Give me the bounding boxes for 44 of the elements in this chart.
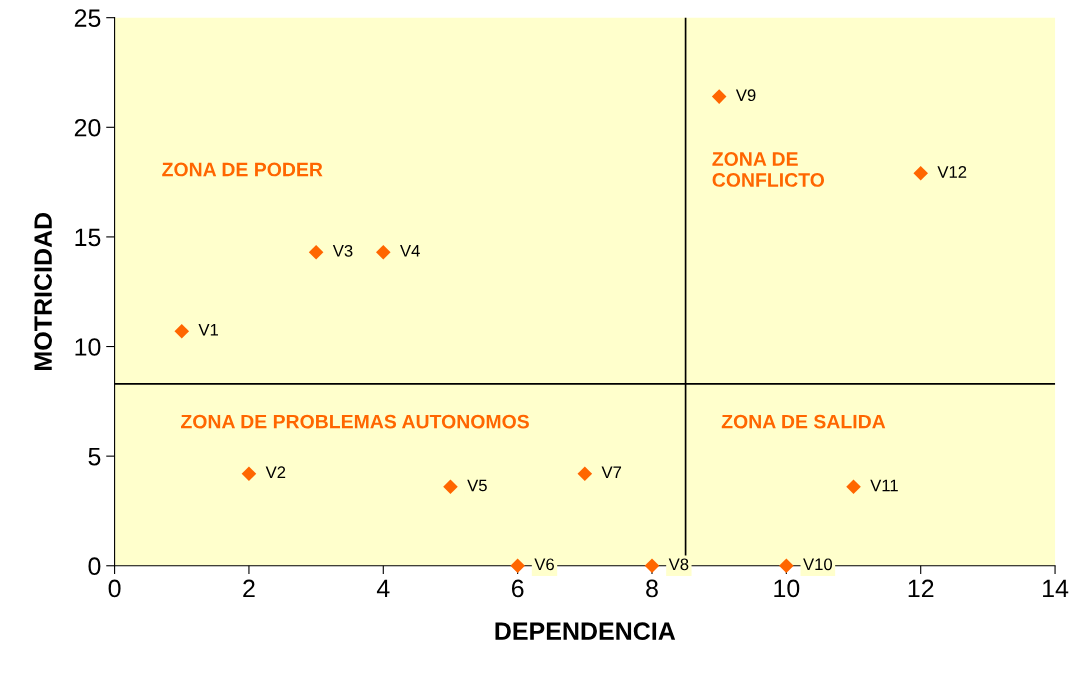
- series-label: V1: [198, 324, 218, 336]
- y-tick-label: 10: [75, 338, 101, 356]
- series-label: V7: [601, 466, 622, 478]
- point: [241, 466, 257, 481]
- point: [577, 466, 593, 481]
- x-tick-label: 10: [774, 579, 800, 598]
- x-tick-label: 6: [511, 579, 524, 598]
- y-tick-label: 20: [74, 118, 101, 137]
- point: [308, 244, 324, 260]
- y-tick-label: 25: [74, 9, 101, 27]
- point: [846, 479, 861, 495]
- series-label: V11: [870, 479, 898, 492]
- series-label: V5: [467, 479, 487, 492]
- point: [376, 244, 391, 260]
- y-tick-label: 0: [88, 557, 101, 576]
- x-tick-label: 8: [646, 579, 658, 598]
- series-label: V2: [265, 466, 286, 478]
- x-axis-title: DEPENDENCIA: [495, 622, 676, 641]
- x-tick-label: 12: [908, 579, 934, 598]
- series-label: V8: [668, 558, 689, 571]
- y-tick-label: 5: [88, 448, 101, 466]
- point: [779, 558, 794, 574]
- point: [913, 166, 928, 181]
- y-axis-title: MOTRICIDAD: [34, 212, 52, 370]
- annotation: ZONA DE CONFLICTO: [712, 152, 825, 187]
- point: [644, 558, 660, 574]
- x-tick-label: 14: [1043, 579, 1069, 598]
- point: [510, 558, 525, 574]
- point: [711, 89, 727, 104]
- y-tick-label: 15: [75, 228, 101, 247]
- annotation: ZONA DE PODER: [162, 162, 323, 177]
- series-label: V6: [534, 558, 554, 571]
- x-tick-label: 0: [108, 579, 121, 598]
- annotation: ZONA DE PROBLEMAS AUTONOMOS: [181, 414, 529, 429]
- series-label: V4: [400, 245, 420, 257]
- series-label: V10: [803, 558, 833, 571]
- point: [443, 479, 458, 495]
- x-tick-label: 2: [243, 579, 255, 598]
- x-tick-label: 4: [376, 579, 390, 598]
- point: [174, 323, 190, 339]
- annotation: ZONA DE SALIDA: [721, 414, 886, 429]
- series-label: V12: [937, 166, 967, 178]
- series-label: V9: [735, 89, 756, 102]
- series-label: V3: [332, 244, 353, 257]
